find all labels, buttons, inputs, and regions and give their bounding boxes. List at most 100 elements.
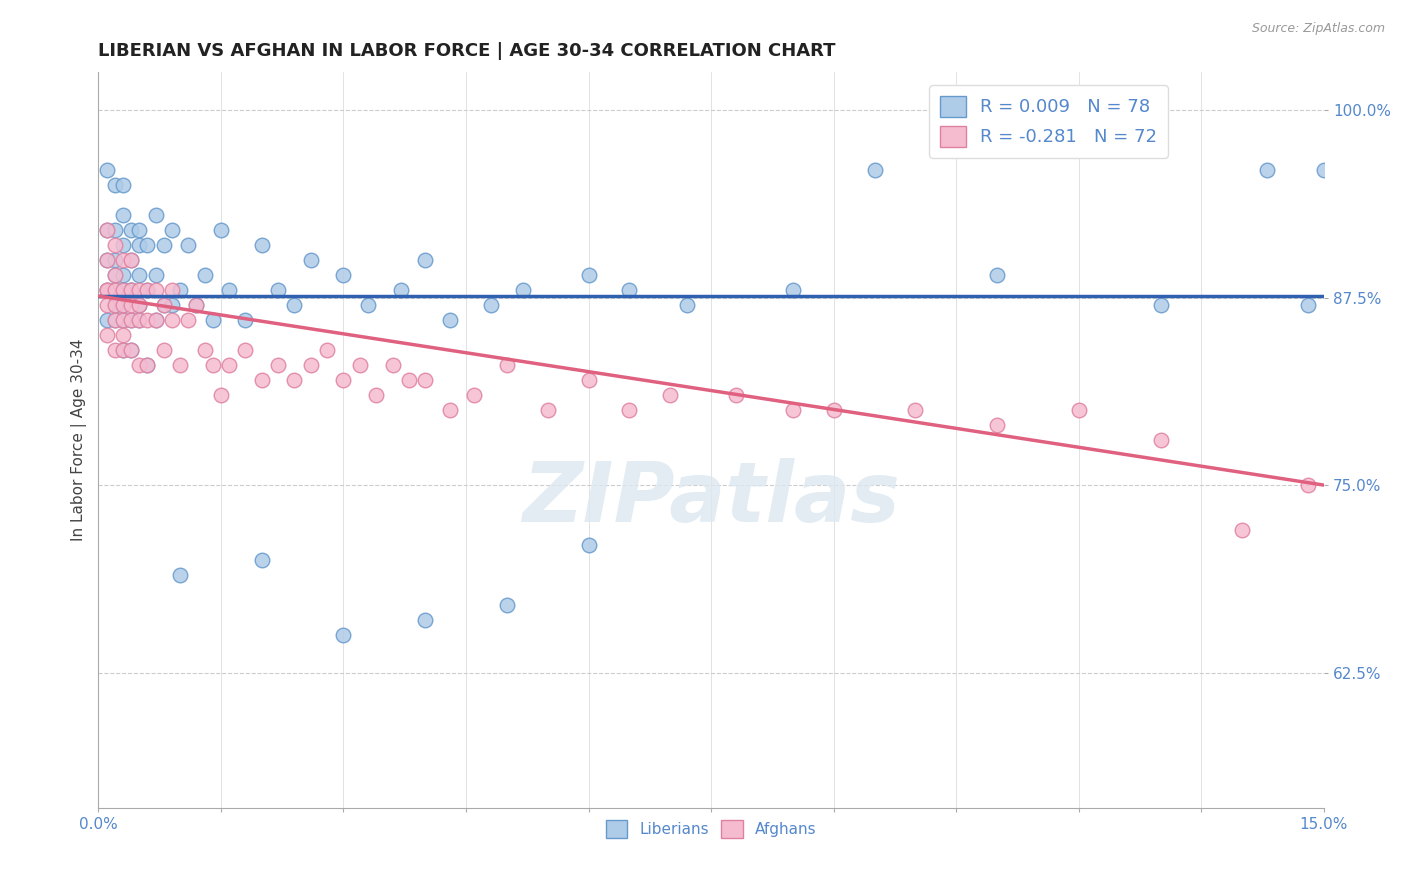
Point <box>96 298 118 312</box>
Point <box>152 298 174 312</box>
Point <box>659 388 682 402</box>
Point <box>96 223 118 237</box>
Point <box>96 328 118 343</box>
Point <box>104 268 127 282</box>
Point <box>366 388 388 402</box>
Point <box>332 268 354 282</box>
Point <box>349 358 371 372</box>
Point <box>413 373 436 387</box>
Point <box>299 358 322 372</box>
Point <box>111 328 134 343</box>
Point <box>152 343 174 357</box>
Point <box>104 223 127 237</box>
Point <box>111 298 134 312</box>
Point <box>136 313 159 327</box>
Point <box>209 223 232 237</box>
Point <box>111 208 134 222</box>
Point <box>283 373 305 387</box>
Point <box>863 163 886 178</box>
Point <box>104 178 127 192</box>
Point <box>1149 298 1171 312</box>
Point <box>96 163 118 178</box>
Point <box>986 418 1008 433</box>
Point <box>120 283 142 297</box>
Point <box>96 283 118 297</box>
Point <box>186 298 208 312</box>
Point <box>160 298 183 312</box>
Point <box>381 358 404 372</box>
Point <box>235 313 257 327</box>
Point <box>136 358 159 372</box>
Point <box>128 298 150 312</box>
Point <box>1296 478 1319 492</box>
Y-axis label: In Labor Force | Age 30-34: In Labor Force | Age 30-34 <box>72 339 87 541</box>
Point <box>104 252 127 267</box>
Point <box>823 403 845 417</box>
Point <box>111 343 134 357</box>
Point <box>250 373 273 387</box>
Point <box>96 313 118 327</box>
Point <box>128 298 150 312</box>
Point <box>128 358 150 372</box>
Point <box>120 298 142 312</box>
Point <box>136 283 159 297</box>
Point <box>104 238 127 252</box>
Point <box>152 238 174 252</box>
Point <box>136 283 159 297</box>
Point <box>104 313 127 327</box>
Point <box>1067 403 1090 417</box>
Point <box>267 283 290 297</box>
Point <box>111 178 134 192</box>
Point <box>96 283 118 297</box>
Point <box>120 283 142 297</box>
Point <box>496 358 519 372</box>
Point <box>578 538 600 552</box>
Point <box>152 298 174 312</box>
Point <box>120 252 142 267</box>
Point <box>128 283 150 297</box>
Point <box>111 238 134 252</box>
Point <box>357 298 380 312</box>
Point <box>537 403 560 417</box>
Point <box>128 268 150 282</box>
Point <box>136 238 159 252</box>
Point <box>724 388 747 402</box>
Point <box>145 313 167 327</box>
Point <box>283 298 305 312</box>
Point <box>111 313 134 327</box>
Point <box>1256 163 1278 178</box>
Point <box>986 268 1008 282</box>
Point <box>145 268 167 282</box>
Point <box>177 238 200 252</box>
Point <box>193 268 215 282</box>
Point <box>209 388 232 402</box>
Point <box>120 343 142 357</box>
Text: Source: ZipAtlas.com: Source: ZipAtlas.com <box>1251 22 1385 36</box>
Point <box>120 223 142 237</box>
Point <box>439 313 461 327</box>
Point <box>96 223 118 237</box>
Point <box>578 373 600 387</box>
Point <box>96 283 118 297</box>
Point <box>104 298 127 312</box>
Point <box>299 252 322 267</box>
Point <box>177 313 200 327</box>
Point <box>218 283 240 297</box>
Point <box>120 313 142 327</box>
Point <box>111 313 134 327</box>
Point <box>782 403 804 417</box>
Point <box>619 283 641 297</box>
Point <box>1108 103 1130 117</box>
Point <box>675 298 697 312</box>
Point <box>1149 433 1171 447</box>
Point <box>201 313 224 327</box>
Point <box>439 403 461 417</box>
Point <box>578 268 600 282</box>
Point <box>413 252 436 267</box>
Point <box>201 358 224 372</box>
Point <box>169 358 191 372</box>
Point <box>218 358 240 372</box>
Point <box>145 283 167 297</box>
Point <box>111 283 134 297</box>
Point <box>128 313 150 327</box>
